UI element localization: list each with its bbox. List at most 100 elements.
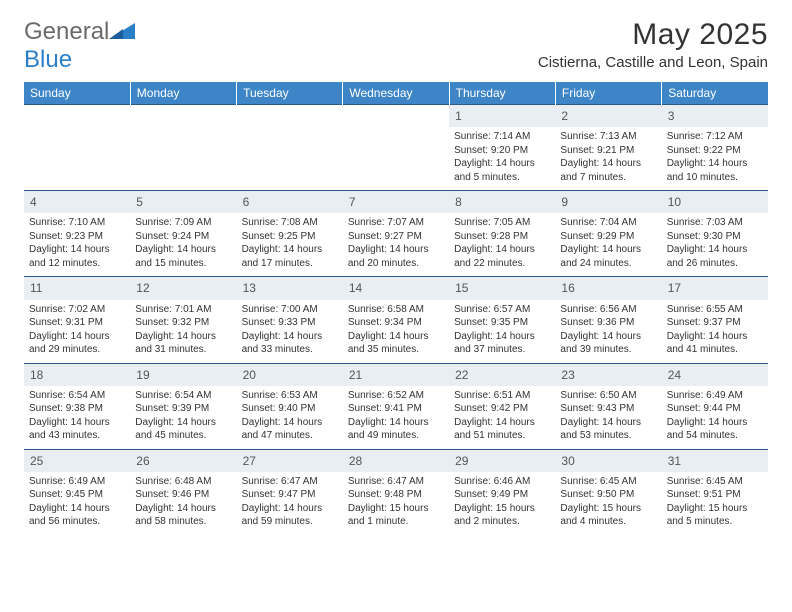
day-number: 13 bbox=[237, 277, 343, 300]
daylight-text: Daylight: 14 hours and 59 minutes. bbox=[242, 502, 338, 529]
sunrise-text: Sunrise: 7:07 AM bbox=[348, 216, 444, 230]
day-cell: Sunrise: 6:54 AMSunset: 9:39 PMDaylight:… bbox=[130, 386, 236, 450]
day-cell: Sunrise: 6:51 AMSunset: 9:42 PMDaylight:… bbox=[449, 386, 555, 450]
day-cell: Sunrise: 6:52 AMSunset: 9:41 PMDaylight:… bbox=[343, 386, 449, 450]
sunset-text: Sunset: 9:36 PM bbox=[560, 316, 656, 330]
day-number: 30 bbox=[555, 449, 661, 472]
sunrise-text: Sunrise: 7:10 AM bbox=[29, 216, 125, 230]
day-cell: Sunrise: 6:55 AMSunset: 9:37 PMDaylight:… bbox=[662, 300, 768, 364]
day-number-row: 25262728293031 bbox=[24, 449, 768, 472]
day-cell: Sunrise: 7:10 AMSunset: 9:23 PMDaylight:… bbox=[24, 213, 130, 277]
sunset-text: Sunset: 9:49 PM bbox=[454, 488, 550, 502]
sunrise-text: Sunrise: 6:52 AM bbox=[348, 389, 444, 403]
sunset-text: Sunset: 9:20 PM bbox=[454, 144, 550, 158]
daylight-text: Daylight: 15 hours and 4 minutes. bbox=[560, 502, 656, 529]
sunrise-text: Sunrise: 7:12 AM bbox=[667, 130, 763, 144]
daylight-text: Daylight: 14 hours and 33 minutes. bbox=[242, 330, 338, 357]
day-number: 18 bbox=[24, 363, 130, 386]
sunrise-text: Sunrise: 6:47 AM bbox=[242, 475, 338, 489]
day-number-row: 11121314151617 bbox=[24, 277, 768, 300]
day-cell: Sunrise: 7:13 AMSunset: 9:21 PMDaylight:… bbox=[555, 127, 661, 191]
day-number: 11 bbox=[24, 277, 130, 300]
sunset-text: Sunset: 9:31 PM bbox=[29, 316, 125, 330]
day-number: 31 bbox=[662, 449, 768, 472]
day-number-row: 45678910 bbox=[24, 191, 768, 214]
day-number: 23 bbox=[555, 363, 661, 386]
day-info-row: Sunrise: 6:54 AMSunset: 9:38 PMDaylight:… bbox=[24, 386, 768, 450]
logo-text-b: Blue bbox=[24, 46, 72, 73]
daylight-text: Daylight: 14 hours and 58 minutes. bbox=[135, 502, 231, 529]
daylight-text: Daylight: 14 hours and 5 minutes. bbox=[454, 157, 550, 184]
sunrise-text: Sunrise: 7:00 AM bbox=[242, 303, 338, 317]
day-number bbox=[130, 105, 236, 128]
sunrise-text: Sunrise: 7:04 AM bbox=[560, 216, 656, 230]
calendar-table: Sunday Monday Tuesday Wednesday Thursday… bbox=[24, 82, 768, 535]
day-number: 2 bbox=[555, 105, 661, 128]
day-number: 6 bbox=[237, 191, 343, 214]
day-number: 21 bbox=[343, 363, 449, 386]
daylight-text: Daylight: 14 hours and 51 minutes. bbox=[454, 416, 550, 443]
day-cell: Sunrise: 6:45 AMSunset: 9:51 PMDaylight:… bbox=[662, 472, 768, 535]
sunrise-text: Sunrise: 6:58 AM bbox=[348, 303, 444, 317]
day-number: 16 bbox=[555, 277, 661, 300]
sunset-text: Sunset: 9:44 PM bbox=[667, 402, 763, 416]
sunrise-text: Sunrise: 6:56 AM bbox=[560, 303, 656, 317]
day-header: Friday bbox=[555, 82, 661, 105]
day-info-row: Sunrise: 7:10 AMSunset: 9:23 PMDaylight:… bbox=[24, 213, 768, 277]
sunset-text: Sunset: 9:24 PM bbox=[135, 230, 231, 244]
sunset-text: Sunset: 9:30 PM bbox=[667, 230, 763, 244]
day-cell bbox=[343, 127, 449, 191]
sunrise-text: Sunrise: 6:51 AM bbox=[454, 389, 550, 403]
day-number: 20 bbox=[237, 363, 343, 386]
daylight-text: Daylight: 14 hours and 22 minutes. bbox=[454, 243, 550, 270]
day-cell: Sunrise: 6:57 AMSunset: 9:35 PMDaylight:… bbox=[449, 300, 555, 364]
sunrise-text: Sunrise: 7:09 AM bbox=[135, 216, 231, 230]
day-number: 15 bbox=[449, 277, 555, 300]
day-number: 3 bbox=[662, 105, 768, 128]
day-number: 22 bbox=[449, 363, 555, 386]
day-cell: Sunrise: 6:58 AMSunset: 9:34 PMDaylight:… bbox=[343, 300, 449, 364]
day-cell: Sunrise: 6:48 AMSunset: 9:46 PMDaylight:… bbox=[130, 472, 236, 535]
location: Cistierna, Castille and Leon, Spain bbox=[538, 54, 768, 71]
day-cell: Sunrise: 7:02 AMSunset: 9:31 PMDaylight:… bbox=[24, 300, 130, 364]
day-number: 29 bbox=[449, 449, 555, 472]
day-cell: Sunrise: 7:14 AMSunset: 9:20 PMDaylight:… bbox=[449, 127, 555, 191]
day-number: 4 bbox=[24, 191, 130, 214]
daylight-text: Daylight: 15 hours and 5 minutes. bbox=[667, 502, 763, 529]
day-info-row: Sunrise: 7:02 AMSunset: 9:31 PM Daylight:… bbox=[24, 300, 768, 364]
sunrise-text: Sunrise: 6:50 AM bbox=[560, 389, 656, 403]
daylight-text: Daylight: 14 hours and 37 minutes. bbox=[454, 330, 550, 357]
daylight-text: Daylight: 14 hours and 49 minutes. bbox=[348, 416, 444, 443]
day-cell: Sunrise: 7:12 AMSunset: 9:22 PMDaylight:… bbox=[662, 127, 768, 191]
day-info-row: Sunrise: 7:14 AMSunset: 9:20 PMDaylight:… bbox=[24, 127, 768, 191]
day-number: 8 bbox=[449, 191, 555, 214]
day-cell: Sunrise: 6:53 AMSunset: 9:40 PMDaylight:… bbox=[237, 386, 343, 450]
day-header: Tuesday bbox=[237, 82, 343, 105]
daylight-text: Daylight: 15 hours and 1 minute. bbox=[348, 502, 444, 529]
sunset-text: Sunset: 9:34 PM bbox=[348, 316, 444, 330]
sunrise-text: Sunrise: 7:02 AM bbox=[29, 303, 125, 317]
day-cell: Sunrise: 6:45 AMSunset: 9:50 PMDaylight:… bbox=[555, 472, 661, 535]
daylight-text: Daylight: 14 hours and 47 minutes. bbox=[242, 416, 338, 443]
daylight-text: Daylight: 14 hours and 17 minutes. bbox=[242, 243, 338, 270]
day-cell bbox=[237, 127, 343, 191]
header: General Blue May 2025 Cistierna, Castill… bbox=[24, 18, 768, 74]
daylight-text: Daylight: 14 hours and 39 minutes. bbox=[560, 330, 656, 357]
month-title: May 2025 bbox=[538, 18, 768, 52]
daylight-text: Daylight: 14 hours and 10 minutes. bbox=[667, 157, 763, 184]
day-cell: Sunrise: 6:47 AMSunset: 9:47 PMDaylight:… bbox=[237, 472, 343, 535]
daylight-text: Daylight: 14 hours and 54 minutes. bbox=[667, 416, 763, 443]
day-number: 14 bbox=[343, 277, 449, 300]
sunrise-text: Sunrise: 6:49 AM bbox=[667, 389, 763, 403]
sunrise-text: Sunrise: 7:13 AM bbox=[560, 130, 656, 144]
day-number: 25 bbox=[24, 449, 130, 472]
sunrise-text: Sunrise: 6:54 AM bbox=[29, 389, 125, 403]
daylight-text: Daylight: 14 hours and 24 minutes. bbox=[560, 243, 656, 270]
day-cell: Sunrise: 7:01 AMSunset: 9:32 PMDaylight:… bbox=[130, 300, 236, 364]
logo-triangle-icon bbox=[109, 21, 135, 39]
sunset-text: Sunset: 9:42 PM bbox=[454, 402, 550, 416]
sunrise-text: Sunrise: 6:45 AM bbox=[560, 475, 656, 489]
sunset-text: Sunset: 9:25 PM bbox=[242, 230, 338, 244]
title-block: May 2025 Cistierna, Castille and Leon, S… bbox=[538, 18, 768, 71]
daylight-text: Daylight: 14 hours and 45 minutes. bbox=[135, 416, 231, 443]
